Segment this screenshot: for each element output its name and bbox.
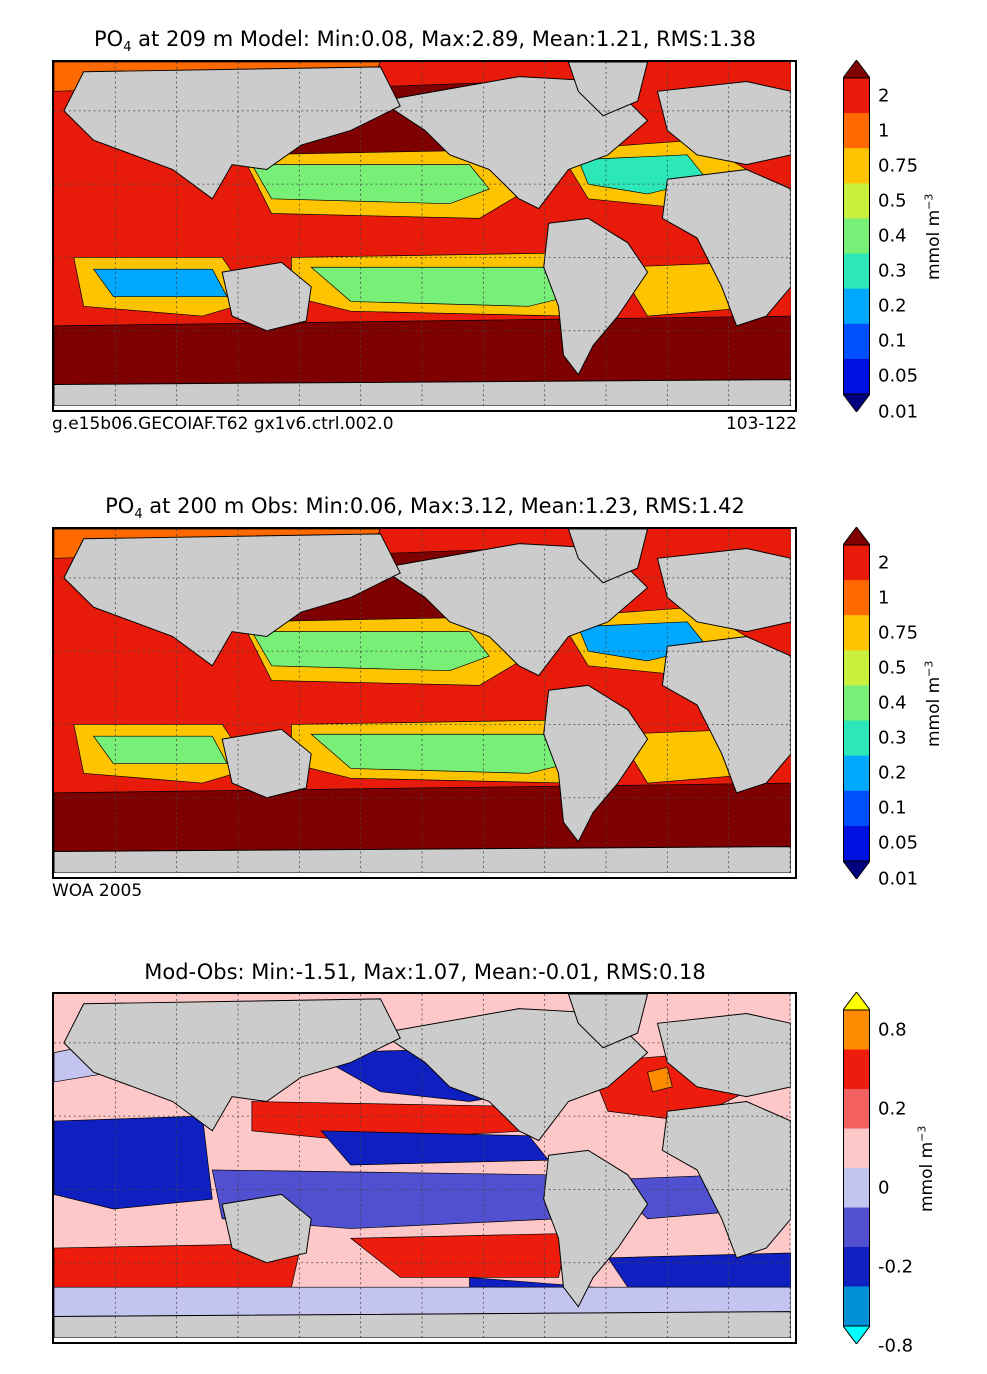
model-colorbar: [843, 60, 870, 412]
africa-landmass: [661, 635, 791, 794]
colorbar-tick-label: 0.2: [878, 762, 907, 784]
colorbar-tick-label: 0.4: [878, 692, 907, 714]
model-year-range: 103-122: [725, 414, 797, 434]
difference-region: [54, 1115, 213, 1210]
difference-region: [320, 1130, 550, 1166]
difference-region: [349, 1233, 569, 1278]
colorbar-band: [843, 288, 870, 325]
obs-map: [52, 527, 797, 879]
colorbar-frame: [843, 77, 870, 395]
obs-source-note: WOA 2005: [52, 881, 143, 901]
colorbar-band: [843, 1286, 870, 1327]
model-panel: PO4 at 209 m Model: Min:0.08, Max:2.89, …: [0, 0, 987, 450]
diff-map: [52, 992, 797, 1344]
colorbar-band: [843, 218, 870, 255]
difference-region: [607, 1252, 791, 1288]
model-map: [52, 60, 797, 412]
colorbar-band: [843, 1089, 870, 1129]
africa-landmass: [661, 1100, 791, 1259]
colorbar-tick-label: 0.4: [878, 225, 907, 247]
colorbar-band: [843, 1207, 870, 1248]
colorbar-band: [843, 113, 870, 149]
colorbar-band: [843, 1168, 870, 1208]
colorbar-tick-label: 0: [878, 1177, 890, 1199]
eurasia-landmass: [63, 533, 401, 667]
model-title: PO4 at 209 m Model: Min:0.08, Max:2.89, …: [94, 27, 756, 56]
colorbar-band: [843, 358, 870, 395]
australia-landmass: [221, 728, 312, 799]
antarctica-landmass: [54, 1311, 791, 1338]
colorbar-extend-top: [843, 992, 870, 1011]
colorbar-tick-label: 0.75: [878, 155, 919, 177]
europe-landmass: [656, 81, 791, 166]
colorbar-band: [843, 1247, 870, 1287]
model-case-name: g.e15b06.GECOIAF.T62 gx1v6.ctrl.002.0: [52, 414, 394, 434]
colorbar-band: [843, 825, 870, 862]
eurasia-landmass: [63, 998, 401, 1132]
colorbar-band: [843, 323, 870, 360]
colorbar-band: [843, 755, 870, 792]
colorbar-tick-label: 0.8: [878, 1019, 907, 1041]
obs-panel: PO4 at 200 m Obs: Min:0.06, Max:3.12, Me…: [52, 494, 944, 901]
colorbar-tick-label: 0.01: [878, 868, 919, 890]
colorbar-tick-label: 0.05: [878, 365, 919, 387]
colorbar-band: [843, 615, 870, 651]
colorbar-tick-label: 0.1: [878, 797, 907, 819]
colorbar-tick-label: 0.5: [878, 657, 907, 679]
colorbar-band: [843, 580, 870, 616]
south-pacific-gyre-inner: [310, 266, 569, 307]
diff-colorbar: [843, 992, 870, 1344]
europe-landmass: [656, 1013, 791, 1098]
colorbar-band: [843, 685, 870, 722]
africa-landmass: [661, 168, 791, 327]
greenland-landmass: [567, 994, 649, 1049]
colorbar-tick-label: 0.05: [878, 832, 919, 854]
colorbar-tick-label: -0.8: [878, 1335, 914, 1357]
colorbar-band: [843, 1010, 870, 1050]
colorbar-tick-label: 0.5: [878, 190, 907, 212]
south-pacific-gyre-inner: [310, 733, 569, 774]
colorbar-band: [843, 253, 870, 290]
greenland-landmass: [567, 529, 649, 584]
obs-colorbar: [843, 527, 870, 879]
diff-units-label: mmol m−3: [915, 1125, 938, 1213]
colorbar-tick-label: 0.3: [878, 260, 907, 282]
difference-region: [647, 1066, 673, 1093]
colorbar-tick-label: 0.1: [878, 330, 907, 352]
colorbar-band: [843, 78, 870, 114]
colorbar-tick-label: -0.2: [878, 1256, 914, 1278]
colorbar-band: [843, 790, 870, 827]
colorbar-tick-label: 0.75: [878, 622, 919, 644]
colorbar-tick-label: 1: [878, 120, 890, 142]
colorbar-tick-label: 2: [878, 85, 890, 107]
diff-title: Mod-Obs: Min:-1.51, Max:1.07, Mean:-0.01…: [144, 960, 706, 984]
colorbar-extend-bottom: [843, 1325, 870, 1344]
colorbar-band: [843, 1049, 870, 1090]
colorbar-band: [843, 1128, 870, 1169]
australia-landmass: [221, 1193, 312, 1264]
colorbar-tick-label: 0.2: [878, 295, 907, 317]
indian-gyre-inner: [92, 735, 228, 764]
colorbar-band: [843, 545, 870, 581]
colorbar-tick-label: 1: [878, 587, 890, 609]
indian-gyre-inner: [92, 268, 228, 297]
australia-landmass: [221, 261, 312, 332]
colorbar-band: [843, 148, 870, 184]
greenland-landmass: [567, 62, 649, 117]
colorbar-tick-label: 2: [878, 552, 890, 574]
colorbar-frame: [843, 544, 870, 862]
difference-region: [54, 1286, 791, 1317]
colorbar-band: [843, 650, 870, 686]
colorbar-band: [843, 720, 870, 757]
europe-landmass: [656, 548, 791, 633]
obs-title: PO4 at 200 m Obs: Min:0.06, Max:3.12, Me…: [105, 494, 745, 523]
colorbar-tick-label: 0.3: [878, 727, 907, 749]
colorbar-band: [843, 183, 870, 219]
colorbar-tick-label: 0.01: [878, 401, 919, 423]
colorbar-tick-label: 0.2: [878, 1098, 907, 1120]
eurasia-landmass: [63, 66, 401, 200]
colorbar-frame: [843, 1009, 870, 1327]
